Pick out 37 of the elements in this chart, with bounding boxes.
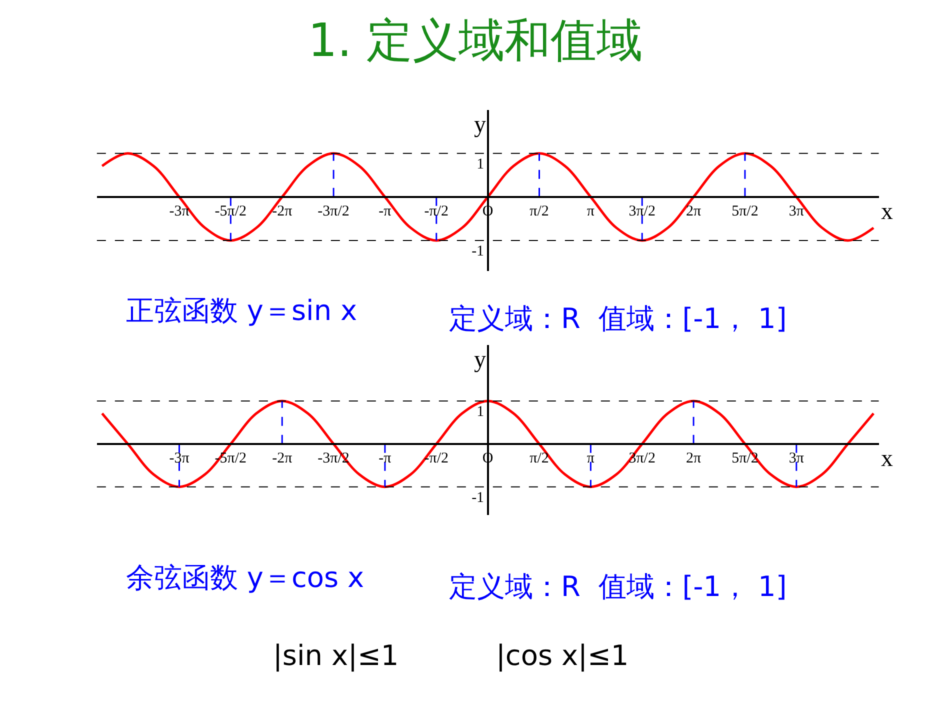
text: |cos x|≤1	[496, 639, 629, 672]
y-tick-label: 1	[476, 156, 484, 173]
x-tick-label: -3π	[169, 450, 190, 467]
text: 定义域：R 值域：[-1， 1]	[449, 570, 787, 603]
x-tick-label: -π/2	[424, 450, 449, 467]
text: 正弦函数 y＝sin x	[126, 294, 358, 327]
y-axis-title: y	[474, 112, 486, 138]
y-tick-label: 1	[476, 404, 484, 420]
chart-title: 1. 定义域和值域	[308, 13, 643, 67]
x-axis-title: x	[881, 446, 893, 472]
x-tick-label: 2π	[686, 204, 702, 220]
x-tick-label: 3π	[788, 450, 804, 467]
x-tick-label: 3π/2	[628, 450, 656, 467]
x-tick-label: π	[586, 450, 595, 467]
text: 余弦函数 y＝cos x	[126, 561, 364, 594]
y-tick-label: -1	[472, 490, 484, 506]
x-tick-label: -π/2	[424, 204, 449, 220]
y-axis-title: y	[474, 347, 486, 373]
x-tick-label: 3π	[788, 204, 804, 220]
y-tick-label: -1	[472, 244, 484, 260]
x-tick-label: 5π/2	[732, 204, 758, 220]
x-tick-label: -π	[378, 450, 392, 467]
x-tick-label: -3π/2	[318, 204, 350, 220]
x-tick-label: -3π	[169, 204, 190, 220]
x-tick-label: π	[586, 204, 595, 220]
x-tick-label: -2π	[272, 450, 293, 467]
x-tick-label: π/2	[530, 450, 549, 467]
x-tick-label: 5π/2	[732, 450, 758, 467]
x-axis-title: x	[881, 199, 893, 225]
x-tick-label: -5π/2	[214, 204, 247, 220]
text: 定义域：R 值域：[-1， 1]	[449, 302, 787, 335]
x-tick-label: 2π	[686, 450, 702, 467]
x-tick-label: π/2	[530, 204, 549, 220]
x-tick-label: -2π	[272, 204, 293, 220]
text: |sin x|≤1	[273, 639, 399, 672]
x-tick-label: -π	[378, 204, 392, 220]
x-tick-label: 3π/2	[628, 204, 656, 220]
